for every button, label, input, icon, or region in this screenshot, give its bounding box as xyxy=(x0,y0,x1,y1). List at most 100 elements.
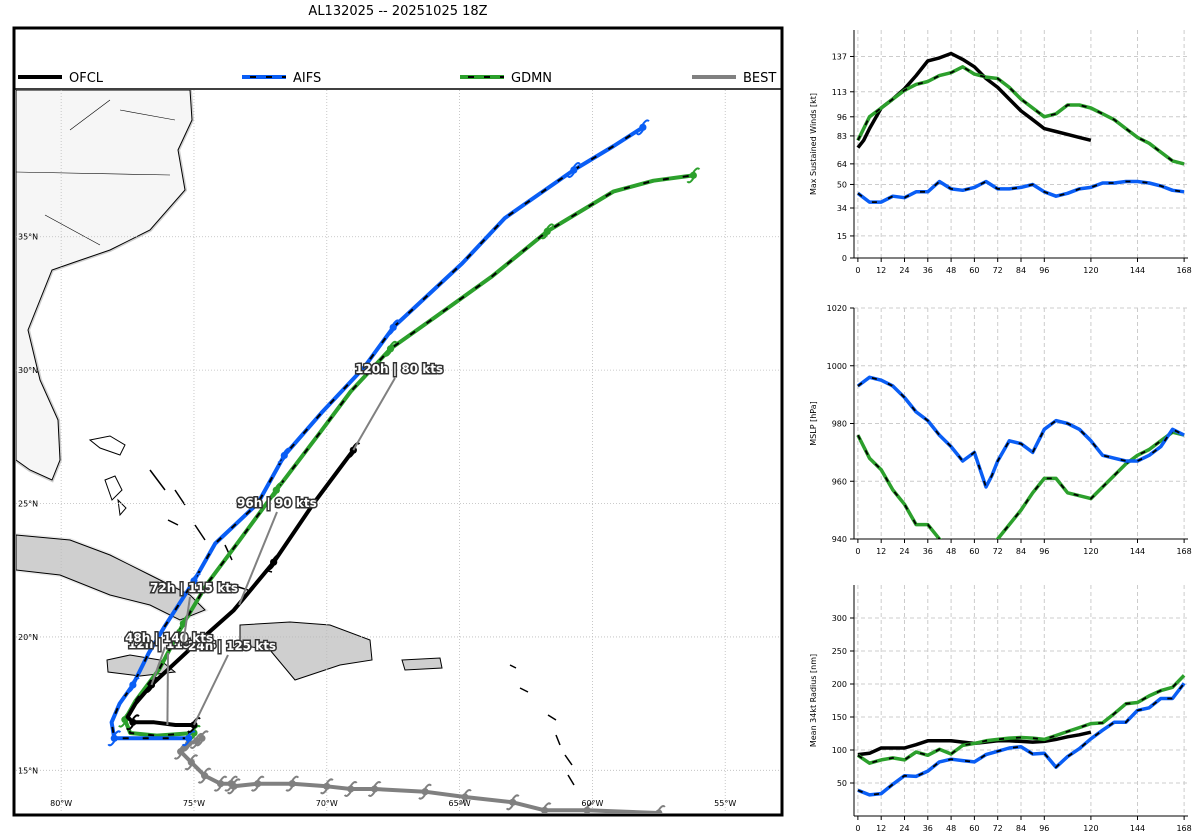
storm-marker-best xyxy=(540,802,552,813)
storm-marker-best xyxy=(250,775,265,792)
series-aifs xyxy=(857,682,1186,797)
annotation-label: 12h | 115 kts xyxy=(128,637,216,651)
x-tick-label: 144 xyxy=(1130,824,1145,833)
storm-marker-best xyxy=(458,789,472,805)
lon-tick-label: 75°W xyxy=(183,799,205,808)
x-tick-label: 168 xyxy=(1176,547,1191,556)
lon-tick-label: 65°W xyxy=(449,799,471,808)
y-tick-label: 200 xyxy=(832,680,847,689)
y-tick-label: 50 xyxy=(837,180,847,189)
y-tick-label: 960 xyxy=(832,477,847,486)
x-tick-label: 48 xyxy=(946,824,956,833)
x-tick-label: 72 xyxy=(993,547,1003,556)
annotation-label: 72h | 115 kts xyxy=(150,581,238,595)
figure-title: AL132025 -- 20251025 18Z xyxy=(308,4,488,19)
lat-tick-label: 15°N xyxy=(18,766,38,775)
annotation-label: 48h | 140 kts xyxy=(125,631,213,645)
storm-marker-gdmn xyxy=(269,482,284,499)
storm-marker-aifs xyxy=(107,730,122,747)
x-tick-label: 24 xyxy=(899,266,909,275)
y-tick-label: 15 xyxy=(837,232,847,241)
x-tick-label: 48 xyxy=(946,266,956,275)
storm-marker-aifs xyxy=(187,572,201,589)
lat-tick-label: 20°N xyxy=(18,633,38,642)
storm-marker-aifs xyxy=(636,119,650,136)
x-tick-label: 12 xyxy=(876,266,886,275)
x-tick-label: 120 xyxy=(1083,824,1098,833)
storm-marker-aifs xyxy=(386,319,401,336)
lat-tick-label: 30°N xyxy=(18,366,38,375)
storm-marker-best xyxy=(418,783,432,800)
x-tick-label: 48 xyxy=(946,547,956,556)
annotation-label: 120h | 80 kts xyxy=(355,362,443,376)
x-tick-label: 12 xyxy=(876,547,886,556)
storm-marker-best xyxy=(343,781,358,797)
x-tick-label: 96 xyxy=(1039,266,1049,275)
x-tick-label: 12 xyxy=(876,824,886,833)
storm-marker-best xyxy=(184,754,199,771)
storm-marker-best xyxy=(285,775,300,792)
storm-marker-best xyxy=(213,775,228,792)
storm-marker-best xyxy=(583,802,594,813)
annotation-label: 96h | 90 kts xyxy=(237,496,317,510)
y-tick-label: 1000 xyxy=(827,362,847,371)
x-tick-label: 72 xyxy=(993,824,1003,833)
y-tick-label: 50 xyxy=(837,779,847,788)
x-tick-label: 84 xyxy=(1016,266,1026,275)
x-tick-label: 84 xyxy=(1016,547,1026,556)
y-tick-label: 34 xyxy=(837,204,847,213)
lon-tick-label: 60°W xyxy=(581,799,603,808)
lon-tick-label: 55°W xyxy=(714,799,736,808)
map-legend: OFCL AIFS GDMN BEST xyxy=(18,71,776,86)
wind-panel: 0 12 24 36 48 60 72 84 96 120 144 168 0 15 34 50 64 83 96 1… xyxy=(809,30,1192,275)
y-tick-label: 137 xyxy=(832,52,847,61)
x-tick-label: 36 xyxy=(923,824,933,833)
x-tick-label: 24 xyxy=(899,547,909,556)
x-tick-label: 96 xyxy=(1039,547,1049,556)
annotation-label: 24h | 125 kts xyxy=(188,639,276,653)
x-tick-label: 60 xyxy=(969,547,979,556)
model-tracks xyxy=(107,119,701,813)
legend-label-best: BEST xyxy=(743,71,776,86)
storm-marker-gdmn xyxy=(540,223,555,240)
track-ofcl xyxy=(125,449,355,727)
x-tick-label: 36 xyxy=(923,266,933,275)
storm-marker-best xyxy=(197,767,212,784)
track-aifs xyxy=(109,125,644,741)
map-tick-labels: 15°N 20°N 25°N 30°N 35°N 80°W 75°W 70°W 65°W 60°W… xyxy=(18,233,736,808)
y-tick-label: 83 xyxy=(837,132,847,141)
x-tick-label: 0 xyxy=(855,266,860,275)
lon-tick-label: 70°W xyxy=(316,799,338,808)
y-axis-label: MSLP [hPa] xyxy=(809,401,818,445)
mslp-panel: 0 12 24 36 48 60 72 84 96 120 144 168 940 960 980 1000 1… xyxy=(809,304,1192,556)
storm-marker-gdmn xyxy=(383,340,398,357)
x-tick-label: 84 xyxy=(1016,824,1026,833)
storm-marker-best xyxy=(505,794,520,811)
storm-marker-best xyxy=(367,781,382,797)
lat-tick-label: 25°N xyxy=(18,500,38,509)
y-tick-label: 64 xyxy=(837,160,847,169)
legend-label-aifs: AIFS xyxy=(293,71,321,86)
storm-marker-best xyxy=(319,778,334,795)
storm-marker-best xyxy=(224,775,238,792)
y-axis-label: Mean 34kt Radius [nm] xyxy=(809,654,818,747)
storm-marker-ofcl xyxy=(126,714,140,731)
storm-marker-best xyxy=(655,805,666,813)
x-tick-label: 120 xyxy=(1083,266,1098,275)
x-tick-label: 24 xyxy=(899,824,909,833)
y-tick-label: 300 xyxy=(832,614,847,623)
y-tick-label: 980 xyxy=(832,420,847,429)
storm-marker-ofcl xyxy=(266,554,281,571)
x-tick-label: 168 xyxy=(1176,266,1191,275)
x-tick-label: 60 xyxy=(969,824,979,833)
x-tick-label: 0 xyxy=(855,547,860,556)
legend-label-gdmn: GDMN xyxy=(511,71,552,86)
y-tick-label: 940 xyxy=(832,535,847,544)
storm-marker-aifs xyxy=(566,162,581,179)
y-tick-label: 100 xyxy=(832,746,847,755)
y-tick-label: 250 xyxy=(832,647,847,656)
x-tick-label: 120 xyxy=(1083,547,1098,556)
storm-marker-best xyxy=(195,730,209,747)
